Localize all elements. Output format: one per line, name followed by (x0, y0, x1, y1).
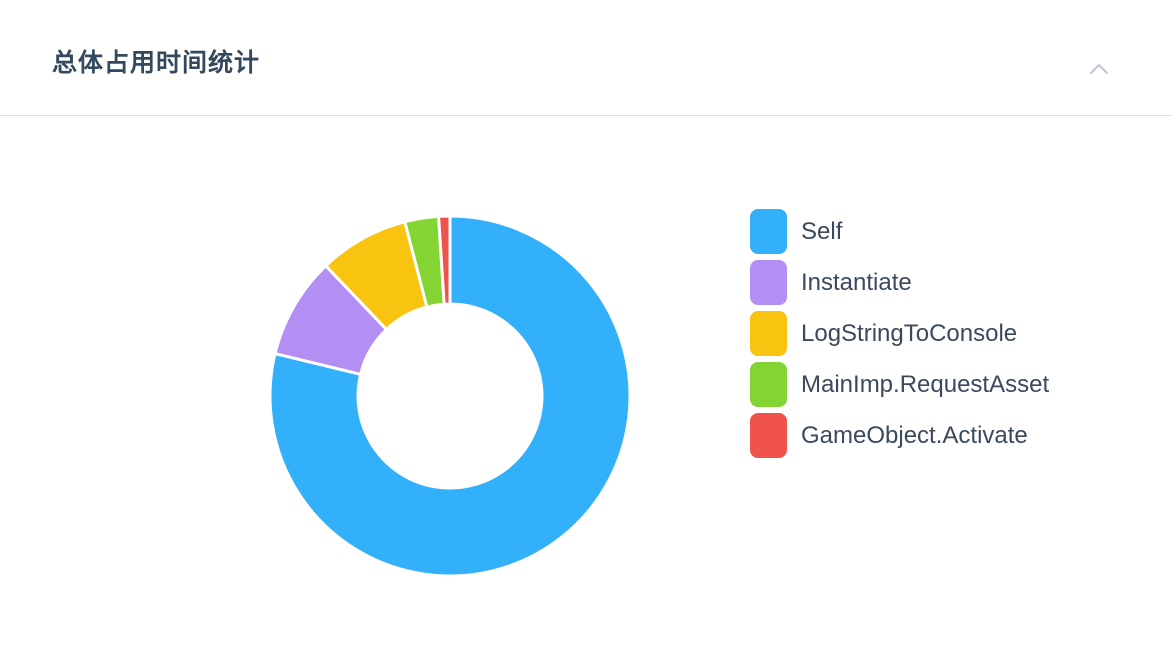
slice-gameobject-activate[interactable] (437, 214, 452, 306)
slice-self[interactable] (268, 214, 632, 578)
legend-label: GameObject.Activate (801, 421, 1028, 449)
chevron-up-icon[interactable] (1083, 54, 1115, 82)
legend-swatch (750, 413, 787, 458)
legend-swatch (750, 362, 787, 407)
legend-swatch (750, 209, 787, 254)
chart-area: Self Instantiate LogStringToConsole MainImp… (0, 117, 1171, 645)
legend-label: Instantiate (801, 268, 912, 296)
legend-item-mainimp-requestasset[interactable]: MainImp.RequestAsset (750, 359, 1049, 410)
legend-label: MainImp.RequestAsset (801, 370, 1050, 398)
legend-item-instantiate[interactable]: Instantiate (750, 257, 1049, 308)
legend-label: LogStringToConsole (801, 319, 1018, 347)
donut-chart (268, 214, 632, 578)
legend-label: Self (801, 217, 843, 245)
panel-title: 总体占用时间统计 (52, 48, 261, 77)
panel-header: 总体占用时间统计 (0, 0, 1171, 116)
chart-legend: Self Instantiate LogStringToConsole MainImp… (750, 206, 1049, 461)
legend-swatch (750, 260, 787, 305)
legend-swatch (750, 311, 787, 356)
legend-item-self[interactable]: Self (750, 206, 1049, 257)
legend-item-logstringtoconsole[interactable]: LogStringToConsole (750, 308, 1049, 359)
legend-item-gameobject-activate[interactable]: GameObject.Activate (750, 410, 1049, 461)
